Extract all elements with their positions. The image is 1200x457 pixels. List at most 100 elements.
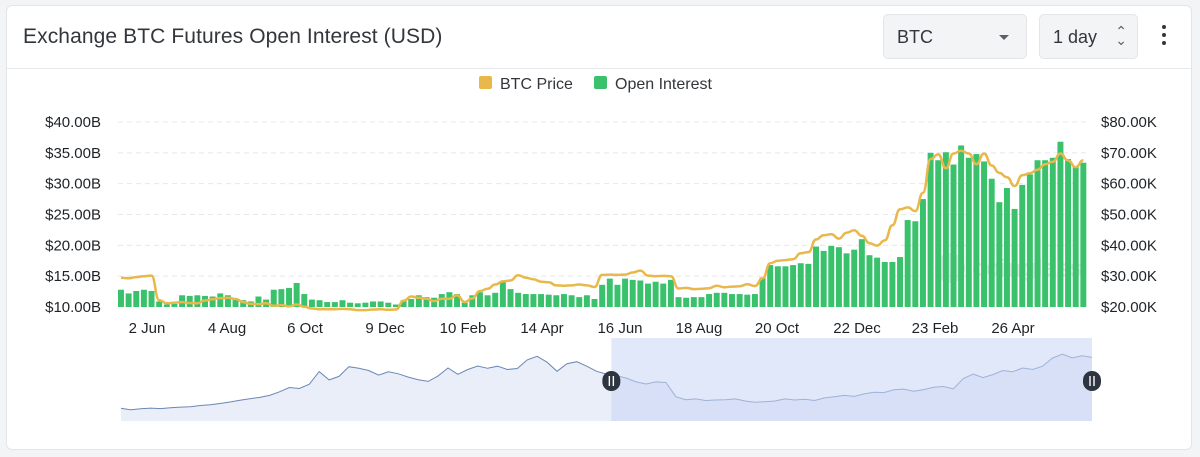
oi-bar[interactable] [423,297,430,307]
oi-bar[interactable] [278,289,285,307]
oi-bar[interactable] [331,302,338,307]
oi-bar[interactable] [713,292,720,307]
navigator-selection[interactable] [611,338,1092,421]
oi-bar[interactable] [736,294,743,307]
oi-bar[interactable] [904,220,911,307]
oi-bar[interactable] [690,297,697,307]
oi-bar[interactable] [156,301,163,307]
oi-bar[interactable] [1019,184,1026,307]
oi-bar[interactable] [408,298,415,307]
oi-bar[interactable] [347,302,354,307]
oi-bar[interactable] [843,253,850,307]
oi-bar[interactable] [858,239,865,307]
oi-bar[interactable] [392,304,399,307]
oi-bar[interactable] [614,284,621,307]
oi-bar[interactable] [782,266,789,307]
oi-bar[interactable] [209,296,216,307]
oi-bar[interactable] [454,294,461,307]
oi-bar[interactable] [950,164,957,307]
oi-bar[interactable] [469,295,476,307]
oi-bar[interactable] [751,294,758,307]
oi-bar[interactable] [140,289,147,307]
oi-bar[interactable] [133,290,140,307]
oi-bar[interactable] [835,247,842,307]
oi-bar[interactable] [1049,157,1056,307]
oi-bar[interactable] [1003,187,1010,307]
oi-bar[interactable] [622,278,629,307]
oi-bar[interactable] [301,294,308,307]
oi-bar[interactable] [889,261,896,307]
oi-bar[interactable] [583,295,590,307]
navigator-handle-right[interactable] [1083,371,1101,391]
oi-bar[interactable] [942,152,949,307]
oi-bar[interactable] [148,290,155,307]
oi-bar[interactable] [270,289,277,307]
oi-bar[interactable] [492,292,499,307]
oi-bar[interactable] [1057,141,1064,307]
oi-bar[interactable] [385,302,392,307]
asset-select[interactable]: BTC [883,14,1027,59]
oi-bar[interactable] [1011,208,1018,307]
oi-bar[interactable] [339,300,346,307]
oi-bar[interactable] [545,294,552,307]
oi-bar[interactable] [729,294,735,307]
oi-bar[interactable] [522,294,529,307]
oi-bar[interactable] [286,287,292,307]
oi-bar[interactable] [927,152,934,307]
oi-bar[interactable] [1042,160,1049,307]
oi-bar[interactable] [125,293,132,307]
oi-bar[interactable] [354,303,361,307]
oi-bar[interactable] [1034,160,1041,307]
oi-bar[interactable] [866,255,873,307]
oi-bar[interactable] [652,281,659,307]
oi-bar[interactable] [805,263,812,307]
oi-bar[interactable] [973,154,980,307]
oi-bar[interactable] [370,301,377,307]
oi-bar[interactable] [515,292,522,307]
oi-bar[interactable] [530,294,537,307]
oi-bar[interactable] [171,303,178,307]
oi-bar[interactable] [637,280,644,307]
oi-bar[interactable] [415,295,422,307]
oi-bar[interactable] [1026,174,1033,307]
oi-bar[interactable] [186,295,193,307]
oi-bar[interactable] [484,295,491,307]
navigator[interactable] [120,338,1101,421]
legend-swatch-oi[interactable] [594,76,607,89]
oi-bar[interactable] [851,249,858,307]
oi-bar[interactable] [981,161,988,307]
oi-bar[interactable] [538,294,545,307]
oi-bar[interactable] [912,221,919,307]
oi-bar[interactable] [240,300,247,307]
oi-bar[interactable] [988,178,995,307]
oi-bar[interactable] [675,297,682,307]
legend-swatch-price[interactable] [479,76,492,89]
oi-bar[interactable] [774,266,781,307]
oi-bar[interactable] [324,302,331,307]
oi-bar[interactable] [560,294,567,307]
oi-bar[interactable] [316,300,323,307]
oi-bar[interactable] [820,250,827,307]
oi-bar[interactable] [232,298,239,307]
oi-bar[interactable] [308,299,315,307]
oi-bar[interactable] [767,265,774,307]
legend-label-oi[interactable]: Open Interest [615,76,713,93]
navigator-handle-left[interactable] [602,371,621,391]
oi-bar[interactable] [897,257,904,307]
oi-bar[interactable] [759,277,766,307]
oi-bar[interactable] [629,279,636,307]
oi-bar[interactable] [790,265,797,307]
interval-select[interactable]: 1 day ⌃ ⌄ [1039,14,1138,59]
oi-bar[interactable] [499,281,506,307]
oi-bar[interactable] [431,297,438,307]
oi-bar[interactable] [660,283,667,307]
oi-bar[interactable] [400,300,407,307]
oi-bar[interactable] [706,294,713,307]
oi-bar[interactable] [606,278,613,307]
oi-bar[interactable] [163,304,170,307]
oi-bar[interactable] [874,257,881,307]
oi-bar[interactable] [958,145,965,307]
oi-bar[interactable] [599,284,606,307]
more-vertical-icon[interactable] [1157,22,1171,52]
oi-bar[interactable] [576,297,583,307]
